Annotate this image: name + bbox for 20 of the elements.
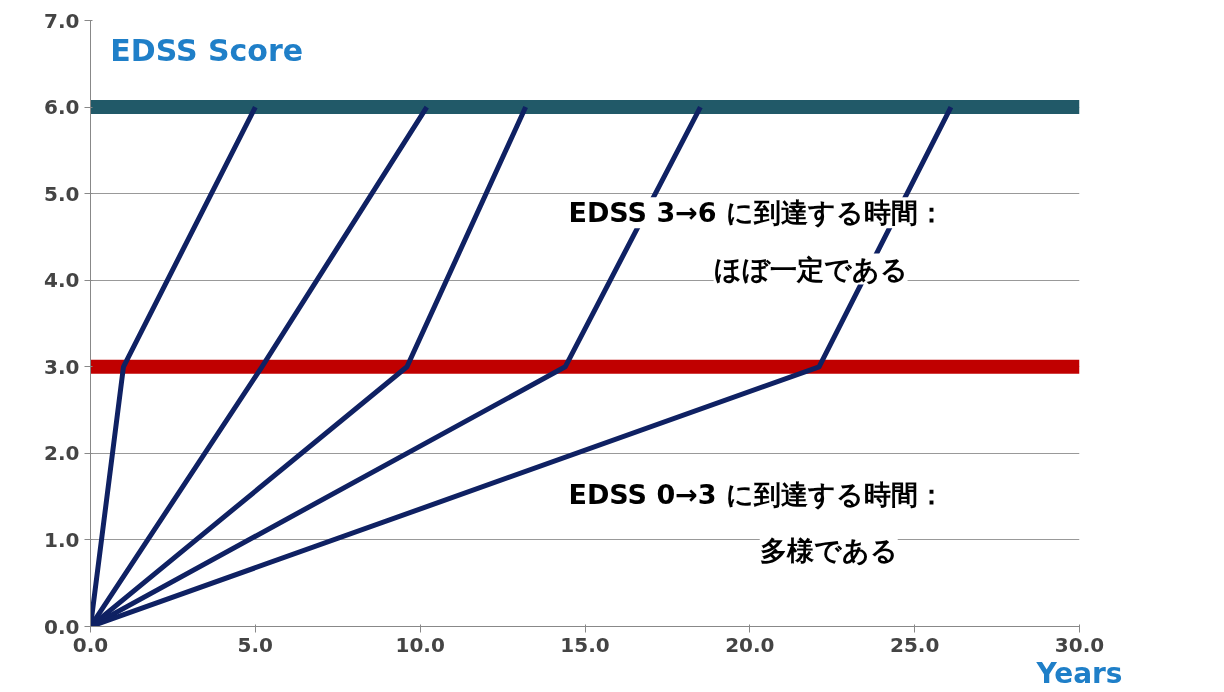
y-tick-label: 2.0 <box>44 441 80 466</box>
y-tick-label: 4.0 <box>44 268 80 293</box>
y-tick-label: 1.0 <box>44 527 80 552</box>
annotation: 多様である <box>759 534 898 566</box>
x-tick-label: 15.0 <box>560 632 610 657</box>
y-tick-label: 0.0 <box>44 614 80 639</box>
x-axis-title: Years <box>1035 656 1123 690</box>
x-tick-label: 20.0 <box>725 632 775 657</box>
x-tick-label: 25.0 <box>889 632 940 657</box>
y-tick-label: 5.0 <box>44 181 80 206</box>
text: EDSS Score <box>110 33 304 69</box>
annotation: EDSS 0→3 に到達する時間： <box>568 478 946 510</box>
y-tick-label: 6.0 <box>44 95 80 120</box>
annotation: ほぼ一定である <box>713 253 908 285</box>
annotation: EDSS 3→6 に到達する時間： <box>568 197 946 229</box>
y-tick-label: 7.0 <box>44 8 80 33</box>
x-tick-label: 10.0 <box>395 632 445 657</box>
y-tick-label: 3.0 <box>44 354 80 379</box>
x-tick-label: 30.0 <box>1054 632 1105 657</box>
x-tick-label: 5.0 <box>237 632 274 657</box>
